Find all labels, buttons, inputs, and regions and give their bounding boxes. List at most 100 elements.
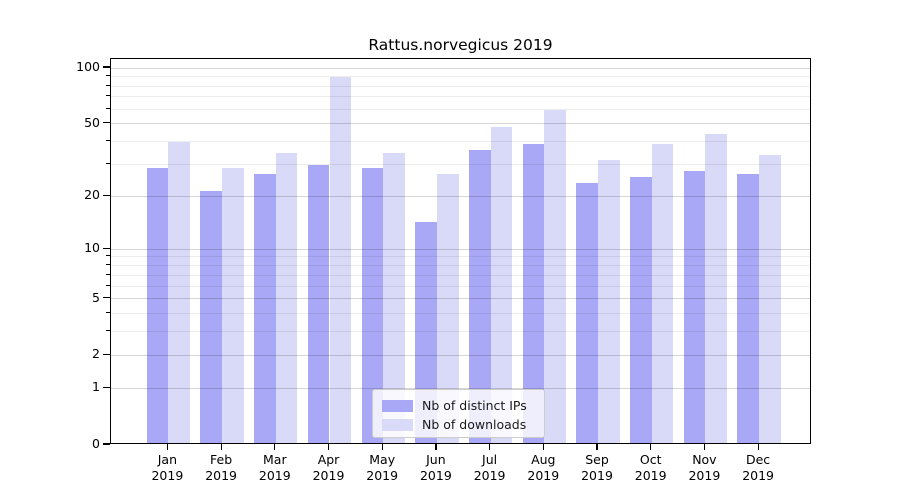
bar-jul-downloads [490,126,513,443]
gridline-y-3 [111,331,810,333]
y-minor-tick-mark-4 [105,312,110,313]
x-tick-mark-nov [703,444,706,450]
legend: Nb of distinct IPs Nb of downloads [372,389,545,438]
x-tick-mark-sep [596,444,598,450]
x-tick-label-feb: Feb 2019 [205,452,237,483]
bar-may-downloads [383,152,405,443]
legend-entry-distinct-ips: Nb of distinct IPs [382,396,536,415]
y-minor-tick-mark-80 [105,84,110,86]
y-minor-tick-mark-3 [105,330,110,332]
y-tick-mark-50 [103,122,110,124]
y-tick-mark-5 [103,297,110,299]
bar-apr-distinct-ips [307,165,330,443]
gridline-y-4 [111,313,810,314]
gridline-y-100 [111,67,810,69]
y-minor-tick-mark-9 [105,255,110,257]
x-tick-label-mar: Mar 2019 [258,452,291,483]
legend-entry-downloads: Nb of downloads [382,415,536,434]
x-tick-label-may: May 2019 [366,452,399,483]
bar-aug-distinct-ips [522,143,545,443]
bar-feb-distinct-ips [200,190,223,443]
y-tick-mark-20 [103,194,110,196]
bar-jun-downloads [436,173,459,443]
y-minor-tick-mark-90 [105,75,110,76]
y-tick-label-5: 5 [92,289,100,305]
bar-dec-downloads [759,154,781,443]
gridline-y-40 [111,141,810,143]
plot-area [110,58,811,444]
bar-sep-downloads [598,159,620,443]
y-tick-mark-0 [103,443,110,445]
bar-nov-downloads [705,133,728,443]
legend-label-downloads: Nb of downloads [422,417,527,432]
bar-feb-downloads [222,167,244,443]
x-tick-mark-jul [489,444,491,450]
x-tick-mark-oct [650,444,652,450]
x-tick-mark-dec [757,444,759,450]
legend-label-distinct-ips: Nb of distinct IPs [422,398,527,413]
y-minor-tick-mark-8 [105,264,110,265]
bar-oct-distinct-ips [630,176,652,443]
bar-jan-downloads [168,141,191,443]
y-minor-tick-mark-60 [105,107,110,109]
bar-jul-distinct-ips [468,150,491,443]
bar-dec-distinct-ips [737,173,760,443]
bar-mar-downloads [275,152,298,443]
bar-jan-distinct-ips [146,167,169,443]
x-tick-mark-feb [220,444,222,450]
bar-sep-distinct-ips [576,183,598,443]
gridline-y-6 [111,285,810,287]
x-tick-mark-jan [166,444,169,450]
bar-oct-downloads [651,143,674,443]
y-tick-label-50: 50 [84,114,100,130]
y-tick-mark-10 [103,247,110,249]
bar-aug-downloads [544,109,566,443]
y-tick-label-0: 0 [92,436,100,451]
bar-mar-distinct-ips [254,173,276,443]
y-tick-mark-1 [103,386,110,389]
gridline-y-90 [111,76,810,77]
x-tick-label-jun: Jun 2019 [419,452,452,483]
gridline-y-60 [111,108,810,110]
y-tick-label-1: 1 [92,379,100,395]
legend-swatch-distinct-ips [382,399,413,412]
y-minor-tick-mark-7 [105,273,110,275]
gridline-y-20 [111,195,810,197]
x-tick-label-sep: Sep 2019 [581,452,613,483]
gridline-y-80 [111,85,810,87]
x-tick-label-aug: Aug 2019 [527,452,560,483]
x-tick-label-dec: Dec 2019 [742,452,774,483]
y-minor-tick-mark-70 [105,95,110,97]
gridline-y-5 [111,298,810,300]
gridline-y-2 [111,354,810,356]
gridline-y-50 [111,123,810,125]
gridline-y-7 [111,274,810,276]
gridline-y-8 [111,265,810,266]
y-minor-tick-mark-30 [105,163,110,164]
bar-apr-downloads [329,77,352,443]
y-tick-label-100: 100 [76,59,100,74]
legend-swatch-downloads [382,418,413,431]
gridline-y-9 [111,256,810,258]
y-minor-tick-mark-6 [105,284,110,286]
x-tick-label-nov: Nov 2019 [688,452,721,483]
x-tick-mark-mar [274,444,276,450]
y-tick-mark-100 [103,66,110,68]
gridline-y-70 [111,96,810,98]
gridline-y-10 [111,248,810,250]
y-minor-tick-mark-40 [105,140,110,142]
x-tick-label-apr: Apr 2019 [312,452,345,483]
y-tick-label-10: 10 [84,240,100,256]
y-tick-label-20: 20 [84,187,100,203]
bar-nov-distinct-ips [683,170,706,443]
x-tick-mark-apr [327,444,330,450]
x-tick-mark-jun [435,444,437,450]
x-tick-label-jan: Jan 2019 [151,452,184,483]
x-tick-label-jul: Jul 2019 [473,452,506,483]
chart-title: Rattus.norvegicus 2019 [368,36,553,54]
bar-may-distinct-ips [361,167,384,443]
gridline-y-30 [111,164,810,165]
x-tick-mark-aug [542,444,544,450]
x-tick-label-oct: Oct 2019 [634,452,667,483]
